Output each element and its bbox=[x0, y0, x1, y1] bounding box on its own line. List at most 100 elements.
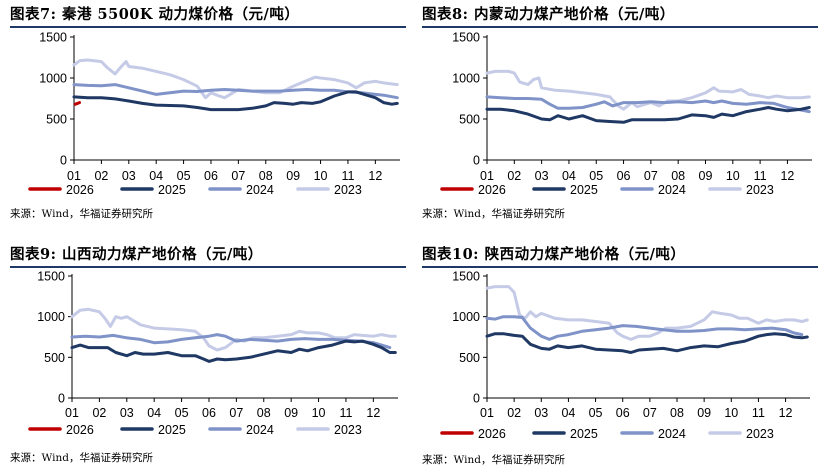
chart-panel-inner-mongolia: 图表8: 内蒙动力煤产地价格（元/吨） 0 500 1000 1500 01 02 03 04… bbox=[412, 0, 825, 230]
y-tick-label: 0 bbox=[473, 154, 480, 168]
x-tick-label: 03 bbox=[122, 169, 136, 183]
x-tick-label: 09 bbox=[284, 406, 298, 420]
series-line-2024 bbox=[485, 315, 804, 341]
x-tick-label: 07 bbox=[644, 169, 658, 183]
x-tick-label: 04 bbox=[562, 169, 576, 183]
chart-source: 来源：Wind，华福证券研究所 bbox=[10, 452, 153, 464]
legend-label-2025: 2025 bbox=[158, 183, 186, 197]
y-tick-label: 500 bbox=[459, 351, 480, 365]
x-tick-label: 07 bbox=[643, 406, 657, 420]
x-tick-label: 12 bbox=[366, 406, 380, 420]
y-tick-label: 1500 bbox=[37, 270, 65, 284]
x-tick-label: 01 bbox=[65, 406, 79, 420]
x-tick-label: 01 bbox=[67, 169, 81, 183]
series-line-2025 bbox=[485, 106, 811, 124]
legend-label-2023: 2023 bbox=[334, 423, 362, 437]
series-line-2023 bbox=[72, 58, 399, 100]
x-tick-label: 09 bbox=[286, 169, 300, 183]
series-line-2025 bbox=[72, 90, 399, 112]
x-tick-label: 01 bbox=[480, 169, 494, 183]
y-tick-label: 0 bbox=[473, 392, 480, 406]
x-tick-label: 10 bbox=[726, 169, 740, 183]
x-tick-label: 10 bbox=[312, 406, 326, 420]
x-tick-label: 06 bbox=[202, 406, 216, 420]
y-tick-label: 1000 bbox=[452, 72, 480, 86]
x-tick-label: 08 bbox=[671, 169, 685, 183]
chart-source: 来源：Wind，华福证券研究所 bbox=[422, 208, 565, 220]
x-tick-label: 06 bbox=[616, 406, 630, 420]
y-tick-label: 500 bbox=[44, 351, 65, 365]
series-line-2025 bbox=[70, 339, 397, 363]
x-tick-label: 11 bbox=[341, 169, 354, 183]
x-tick-label: 02 bbox=[507, 406, 521, 420]
legend-label-2023: 2023 bbox=[746, 183, 774, 197]
x-tick-label: 08 bbox=[257, 406, 271, 420]
chart-panel-shaanxi: 图表10: 陕西动力煤产地价格（元/吨） 0 500 1000 1500 01 02 03 0… bbox=[412, 236, 825, 466]
x-tick-label: 07 bbox=[231, 169, 245, 183]
y-tick-label: 1500 bbox=[39, 31, 67, 45]
chart-title: 图表10: 陕西动力煤产地价格（元/吨） bbox=[422, 246, 686, 263]
y-tick-label: 1000 bbox=[452, 310, 480, 324]
y-tick-label: 1000 bbox=[39, 72, 67, 86]
series-line-2024 bbox=[70, 333, 392, 350]
y-tick-label: 0 bbox=[58, 392, 65, 406]
x-tick-label: 11 bbox=[754, 169, 767, 183]
chart-title: 图表9: 山西动力煤产地价格（元/吨） bbox=[10, 246, 263, 263]
series-line-2025 bbox=[485, 332, 809, 354]
chart-svg: 0 500 1000 1500 01 02 03 04 05 06 07 08 09 10 11 12 2026… bbox=[28, 270, 398, 437]
legend-label-2025: 2025 bbox=[570, 183, 598, 197]
chart-svg: 0 500 1000 1500 01 02 03 04 05 06 07 08 09 10 11 12 2026… bbox=[440, 31, 812, 197]
x-tick-label: 06 bbox=[204, 169, 218, 183]
chart-source: 来源：Wind，华福证券研究所 bbox=[422, 454, 565, 466]
x-tick-label: 08 bbox=[259, 169, 273, 183]
legend-label-2025: 2025 bbox=[570, 427, 598, 441]
x-tick-label: 12 bbox=[368, 169, 382, 183]
x-tick-label: 12 bbox=[779, 406, 793, 420]
chart-source: 来源：Wind，华福证券研究所 bbox=[10, 208, 153, 220]
series-line-2023 bbox=[70, 307, 397, 352]
x-tick-label: 11 bbox=[752, 406, 765, 420]
title-rule bbox=[422, 266, 818, 268]
x-tick-label: 03 bbox=[534, 406, 548, 420]
legend-label-2024: 2024 bbox=[246, 423, 274, 437]
x-tick-label: 02 bbox=[507, 169, 521, 183]
y-tick-label: 500 bbox=[46, 113, 67, 127]
legend-label-2024: 2024 bbox=[246, 183, 274, 197]
x-tick-label: 09 bbox=[697, 406, 711, 420]
x-tick-label: 07 bbox=[229, 406, 243, 420]
x-tick-label: 04 bbox=[561, 406, 575, 420]
chart-panel-qinhuangdao: 图表7: 秦港 5500K 动力煤价格（元/吨） 0 500 1000 1500 01 0… bbox=[0, 0, 410, 230]
x-tick-label: 06 bbox=[617, 169, 631, 183]
series-line-2023 bbox=[485, 69, 811, 111]
title-rule bbox=[10, 26, 406, 28]
legend-label-2023: 2023 bbox=[334, 183, 362, 197]
x-tick-label: 05 bbox=[177, 169, 191, 183]
legend-label-2026: 2026 bbox=[66, 183, 94, 197]
series-line-2026 bbox=[73, 101, 81, 106]
x-tick-label: 08 bbox=[670, 406, 684, 420]
chart-title: 图表7: 秦港 5500K 动力煤价格（元/吨） bbox=[10, 6, 300, 23]
y-tick-label: 1500 bbox=[452, 31, 480, 45]
chart-title: 图表8: 内蒙动力煤产地价格（元/吨） bbox=[422, 6, 675, 23]
series-line-2023 bbox=[485, 285, 809, 341]
y-tick-label: 0 bbox=[60, 154, 67, 168]
legend-label-2024: 2024 bbox=[658, 427, 686, 441]
chart-svg: 0 500 1000 1500 01 02 03 04 05 06 07 08 09 10 11 12 2026… bbox=[440, 270, 810, 441]
series-line-2024 bbox=[485, 95, 811, 114]
x-tick-label: 02 bbox=[92, 406, 106, 420]
x-tick-label: 05 bbox=[589, 406, 603, 420]
x-tick-label: 02 bbox=[94, 169, 108, 183]
x-tick-label: 12 bbox=[780, 169, 794, 183]
x-tick-label: 09 bbox=[699, 169, 713, 183]
x-tick-label: 01 bbox=[480, 406, 494, 420]
legend-label-2026: 2026 bbox=[478, 427, 506, 441]
x-tick-label: 05 bbox=[175, 406, 189, 420]
x-tick-label: 03 bbox=[535, 169, 549, 183]
legend-label-2026: 2026 bbox=[66, 423, 94, 437]
legend-label-2026: 2026 bbox=[478, 183, 506, 197]
y-tick-label: 1000 bbox=[37, 310, 65, 324]
title-rule bbox=[10, 266, 406, 268]
chart-svg: 0 500 1000 1500 01 02 03 04 05 06 07 08 09 10 11 12 2026… bbox=[28, 31, 400, 197]
legend-label-2024: 2024 bbox=[658, 183, 686, 197]
chart-panel-shanxi: 图表9: 山西动力煤产地价格（元/吨） 0 500 1000 1500 01 02 03 04… bbox=[0, 236, 410, 466]
